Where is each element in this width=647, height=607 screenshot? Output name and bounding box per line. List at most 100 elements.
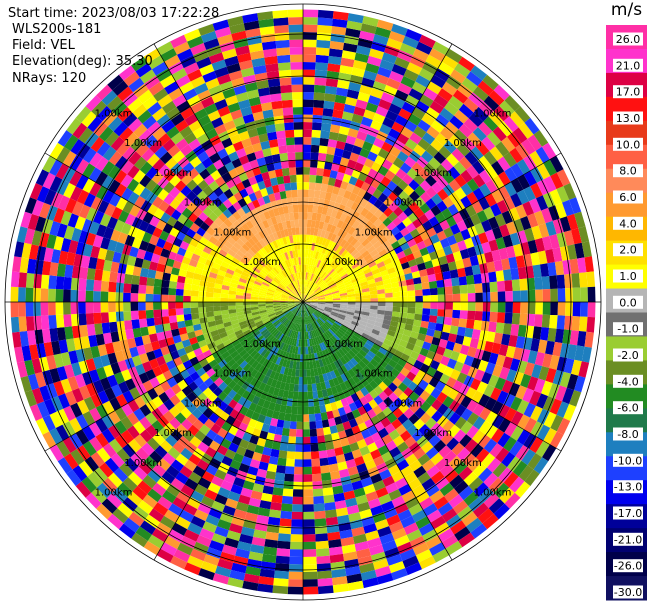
- velocity-gate: [314, 375, 321, 384]
- velocity-gate: [282, 236, 288, 245]
- velocity-gate: [204, 103, 218, 115]
- velocity-gate: [453, 429, 467, 443]
- velocity-gate: [174, 253, 184, 263]
- velocity-gate: [275, 356, 282, 365]
- velocity-gate: [101, 160, 115, 176]
- velocity-gate: [194, 483, 208, 496]
- velocity-gate: [21, 345, 32, 362]
- velocity-gate: [430, 120, 445, 133]
- velocity-gate: [299, 234, 303, 243]
- velocity-gate: [337, 283, 345, 289]
- velocity-gate: [81, 476, 97, 493]
- velocity-gate: [119, 127, 134, 142]
- velocity-gate: [315, 309, 323, 315]
- velocity-gate: [208, 382, 219, 393]
- velocity-gate: [300, 316, 303, 325]
- velocity-gate: [85, 382, 98, 397]
- velocity-gate: [378, 265, 387, 273]
- velocity-gate: [492, 226, 503, 240]
- velocity-gate: [279, 366, 286, 375]
- velocity-gate: [339, 65, 353, 75]
- velocity-gate: [202, 245, 213, 255]
- velocity-gate: [478, 487, 494, 503]
- velocity-gate: [193, 323, 202, 332]
- velocity-gate: [340, 197, 349, 207]
- velocity-gate: [269, 315, 277, 321]
- velocity-gate: [430, 360, 440, 371]
- velocity-gate: [343, 215, 352, 225]
- velocity-gate: [276, 47, 290, 56]
- velocity-gate: [175, 453, 189, 466]
- velocity-gate: [497, 404, 511, 419]
- velocity-gate: [436, 200, 448, 213]
- velocity-gate: [261, 283, 269, 289]
- velocity-gate: [213, 451, 225, 463]
- velocity-gate: [388, 128, 401, 140]
- velocity-gate: [199, 358, 209, 368]
- velocity-gate: [454, 174, 467, 188]
- velocity-gate: [520, 373, 532, 388]
- velocity-gate: [371, 268, 380, 276]
- velocity-gate: [31, 387, 44, 405]
- velocity-gate: [228, 312, 237, 318]
- velocity-gate: [64, 134, 79, 151]
- velocity-gate: [249, 435, 259, 445]
- velocity-gate: [297, 287, 301, 295]
- velocity-gate: [324, 161, 333, 170]
- velocity-gate: [345, 243, 354, 252]
- velocity-gate: [312, 250, 317, 259]
- velocity-gate: [343, 142, 354, 153]
- velocity-gate: [289, 345, 294, 354]
- velocity-gate: [279, 214, 286, 223]
- velocity-gate: [368, 336, 377, 344]
- velocity-gate: [159, 363, 170, 374]
- velocity-gate: [190, 101, 205, 114]
- velocity-gate: [344, 318, 352, 324]
- velocity-gate: [339, 292, 348, 297]
- velocity-gate: [25, 287, 34, 302]
- velocity-gate: [275, 322, 282, 329]
- velocity-gate: [336, 219, 344, 229]
- velocity-gate: [229, 282, 238, 288]
- velocity-gate: [324, 247, 331, 256]
- velocity-gate: [251, 183, 260, 193]
- velocity-gate: [183, 302, 191, 309]
- velocity-gate: [495, 270, 505, 282]
- velocity-gate: [237, 281, 246, 287]
- velocity-gate: [515, 204, 528, 219]
- velocity-gate: [118, 523, 136, 539]
- velocity-gate: [345, 135, 357, 146]
- velocity-gate: [438, 145, 452, 159]
- velocity-gate: [192, 173, 204, 185]
- velocity-gate: [508, 256, 518, 270]
- velocity-gate: [268, 271, 276, 279]
- velocity-gate: [79, 266, 89, 280]
- velocity-gate: [281, 293, 289, 298]
- velocity-gate: [229, 316, 238, 322]
- velocity-gate: [235, 302, 244, 306]
- velocity-gate: [453, 129, 468, 143]
- velocity-gate: [490, 291, 498, 302]
- velocity-gate: [221, 48, 237, 60]
- velocity-gate: [265, 124, 276, 134]
- velocity-gate: [311, 212, 318, 221]
- velocity-gate: [404, 436, 417, 448]
- velocity-gate: [239, 188, 249, 199]
- velocity-gate: [299, 331, 302, 340]
- velocity-gate: [278, 283, 286, 289]
- velocity-gate: [474, 369, 485, 382]
- velocity-gate: [283, 228, 289, 237]
- velocity-gate: [384, 244, 394, 254]
- velocity-gate: [53, 353, 64, 368]
- velocity-gate: [360, 207, 370, 218]
- velocity-gate: [314, 190, 321, 199]
- velocity-gate: [325, 303, 333, 306]
- velocity-gate: [549, 355, 560, 370]
- velocity-gate: [425, 186, 438, 199]
- velocity-gate: [88, 167, 102, 182]
- velocity-gate: [377, 222, 387, 232]
- velocity-gate: [166, 233, 176, 244]
- velocity-gate: [292, 489, 303, 497]
- velocity-gate: [270, 448, 280, 458]
- velocity-gate: [313, 275, 318, 283]
